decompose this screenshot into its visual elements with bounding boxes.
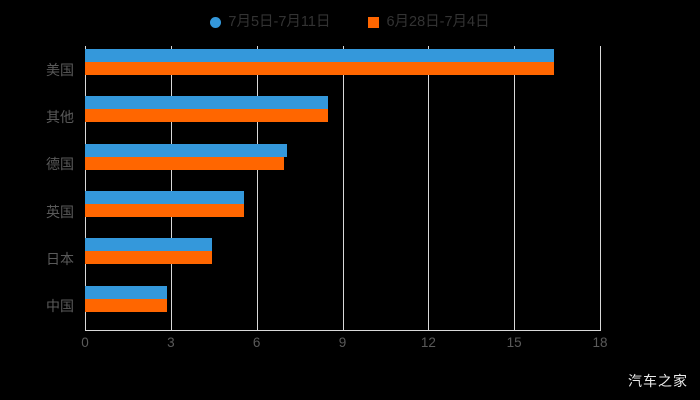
gridline-4	[428, 46, 430, 330]
x-tick-label: 9	[338, 335, 347, 350]
bar[interactable]	[85, 109, 329, 123]
gridline-5	[514, 46, 516, 330]
legend-label-1: 6月28日-7月4日	[386, 14, 490, 30]
gridline-1	[170, 46, 172, 330]
bar[interactable]	[85, 298, 167, 312]
bar[interactable]	[85, 49, 555, 62]
bar[interactable]	[85, 251, 213, 265]
bar[interactable]	[85, 62, 555, 75]
bar[interactable]	[85, 156, 284, 170]
category-row: 美国	[46, 46, 600, 93]
plot-area: 美国其他德国英国日本中国	[46, 46, 601, 330]
gridline-6	[600, 46, 601, 330]
watermark-label: 汽车之家	[628, 373, 688, 389]
gridline-0	[85, 46, 86, 330]
bar[interactable]	[85, 238, 213, 252]
legend-marker-square-icon	[368, 16, 380, 28]
chart-legend: 7月5日-7月11日 6月28日-7月4日	[0, 10, 700, 34]
gridline-2	[256, 46, 258, 330]
legend-entry-1[interactable]: 6月28日-7月4日	[368, 14, 490, 30]
x-tick-label: 0	[81, 335, 89, 350]
x-tick-label: 3	[167, 335, 175, 350]
x-axis-line	[85, 330, 601, 331]
x-axis-tick-labels: 0 3 6 9 12 15 18	[81, 334, 607, 356]
y-axis-label: 其他	[46, 108, 74, 125]
category-row: 英国	[46, 188, 600, 235]
x-tick-label: 6	[252, 335, 261, 350]
x-tick-label: 12	[420, 335, 436, 350]
category-row: 中国	[46, 283, 600, 330]
bar[interactable]	[85, 191, 244, 204]
y-axis-label: 日本	[46, 250, 74, 267]
y-axis-label: 德国	[46, 156, 74, 173]
bar[interactable]	[85, 204, 244, 217]
y-axis-label: 英国	[46, 203, 74, 220]
x-tick-label: 15	[506, 335, 522, 350]
bar[interactable]	[85, 143, 287, 157]
y-axis-label: 美国	[46, 61, 74, 78]
category-row: 德国	[46, 141, 600, 188]
legend-marker-circle-icon	[210, 16, 222, 28]
category-row: 日本	[46, 235, 600, 282]
legend-entry-0[interactable]: 7月5日-7月11日	[210, 14, 330, 30]
x-tick-label: 18	[592, 335, 608, 350]
legend-label-0: 7月5日-7月11日	[228, 14, 331, 30]
bar[interactable]	[85, 285, 167, 299]
category-row: 其他	[46, 93, 600, 140]
bar[interactable]	[85, 96, 329, 110]
gridline-3	[342, 46, 344, 330]
y-axis-label: 中国	[46, 298, 74, 315]
